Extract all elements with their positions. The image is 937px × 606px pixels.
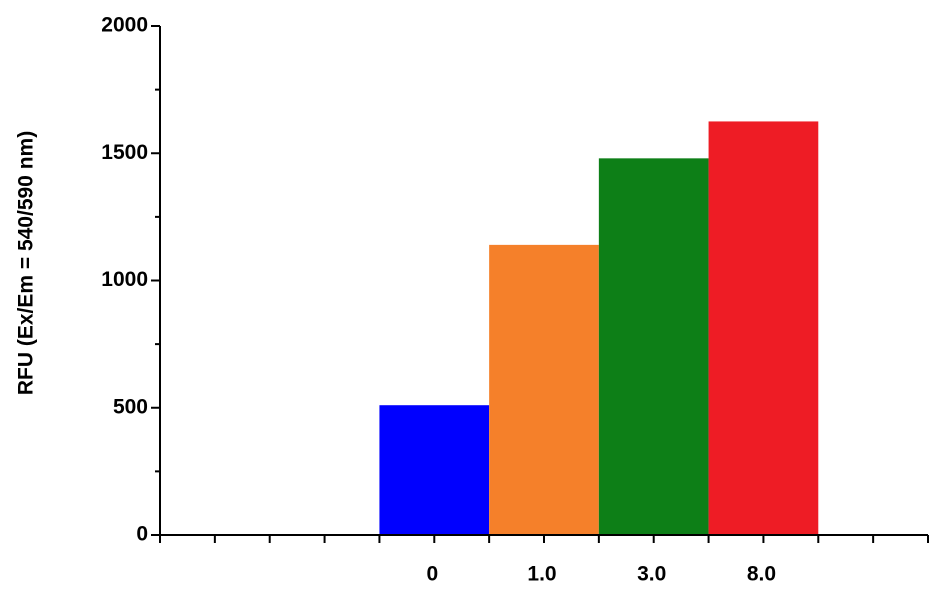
bar [489, 244, 599, 535]
x-tick-label: 3.0 [637, 563, 666, 586]
bar [598, 158, 709, 535]
x-tick-label: 0 [426, 563, 438, 586]
y-tick-label: 1000 [101, 268, 148, 291]
y-axis-label: RFU (Ex/Em = 540/590 nm) [15, 131, 38, 395]
y-tick-label: 500 [113, 395, 148, 418]
bar [379, 405, 490, 535]
x-tick-label: 1.0 [527, 563, 556, 586]
y-tick-label: 2000 [101, 14, 148, 37]
bar [708, 121, 819, 535]
y-tick-label: 0 [136, 523, 148, 546]
y-tick-label: 1500 [101, 141, 148, 164]
x-tick-label: 8.0 [747, 563, 776, 586]
